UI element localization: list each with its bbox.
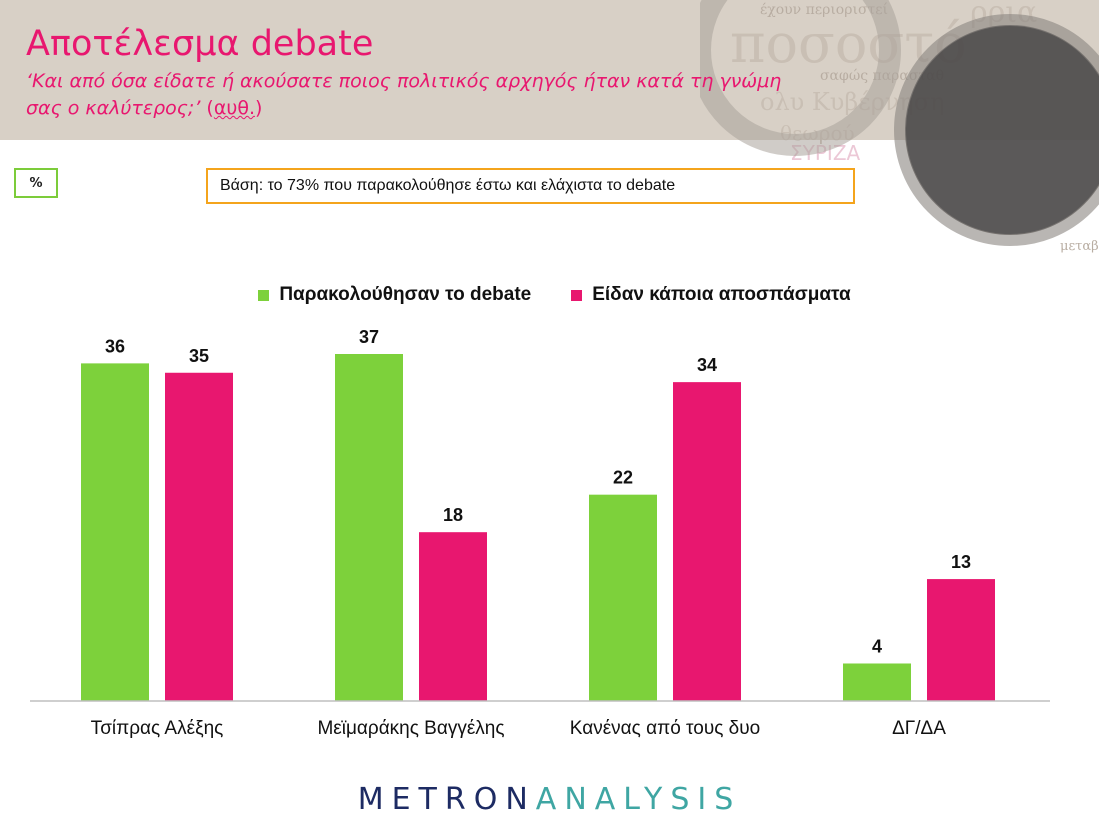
logo-part-metron: METRON: [357, 782, 536, 817]
data-label-excerpts-0: 35: [189, 346, 209, 366]
data-label-excerpts-3: 13: [951, 552, 971, 572]
bar-watched-3: [843, 663, 911, 701]
chart-legend: Παρακολούθησαν το debate Είδαν κάποια απ…: [0, 284, 1099, 306]
category-label-3: ΔΓ/ΔΑ: [892, 718, 946, 739]
bar-watched-2: [589, 494, 657, 701]
bar-excerpts-3: [927, 579, 995, 701]
logo-part-analysis: ANALYSIS: [535, 782, 742, 817]
data-label-excerpts-1: 18: [443, 505, 463, 525]
metron-analysis-logo: METRONANALYSIS: [0, 782, 1099, 817]
page-title: Αποτέλεσμα debate: [26, 24, 374, 64]
subtitle-suffix: αυθ.: [213, 97, 256, 119]
data-label-watched-2: 22: [613, 468, 633, 488]
survey-question: ‘Και από όσα είδατε ή ακούσατε ποιος πολ…: [26, 70, 782, 119]
bar-excerpts-0: [165, 372, 233, 701]
category-label-1: Μεϊμαράκης Βαγγέλης: [317, 718, 504, 739]
data-label-watched-0: 36: [105, 336, 125, 356]
header-banner: έχουν περιοριστεί ρρια ποσοστό σαφώς παρ…: [0, 0, 1099, 254]
data-label-watched-3: 4: [872, 636, 882, 656]
survey-question-text: ‘Και από όσα είδατε ή ακούσατε ποιος πολ…: [26, 70, 782, 119]
chart-category-labels: Τσίπρας Αλέξης Μεϊμαράκης Βαγγέλης Κανένας…: [91, 718, 947, 739]
base-note: Βάση: το 73% που παρακολούθησε έστω και …: [206, 168, 855, 204]
bar-excerpts-2: [673, 382, 741, 701]
chart-bars: 36 35 37 18 22 34 4 13: [81, 327, 995, 701]
svg-text:έχουν περιοριστεί: έχουν περιοριστεί: [760, 1, 888, 18]
legend-swatch-pink: [571, 289, 583, 301]
category-label-2: Κανένας από τους δυο: [570, 718, 760, 739]
category-label-0: Τσίπρας Αλέξης: [91, 718, 224, 739]
unit-badge: %: [14, 168, 58, 198]
legend-label-excerpts: Είδαν κάποια αποσπάσματα: [592, 284, 851, 305]
svg-text:μεταβ: μεταβ: [1060, 239, 1099, 254]
legend-swatch-green: [258, 289, 270, 301]
decorative-background-image: έχουν περιοριστεί ρρια ποσοστό σαφώς παρ…: [700, 0, 1099, 254]
legend-item-watched: Παρακολούθησαν το debate: [258, 284, 531, 306]
bar-watched-1: [335, 354, 403, 701]
data-label-excerpts-2: 34: [697, 355, 717, 375]
legend-label-watched: Παρακολούθησαν το debate: [279, 284, 532, 305]
data-label-watched-1: 37: [359, 327, 379, 347]
bar-excerpts-1: [419, 532, 487, 701]
bar-watched-0: [81, 363, 149, 701]
legend-item-excerpts: Είδαν κάποια αποσπάσματα: [571, 284, 851, 306]
